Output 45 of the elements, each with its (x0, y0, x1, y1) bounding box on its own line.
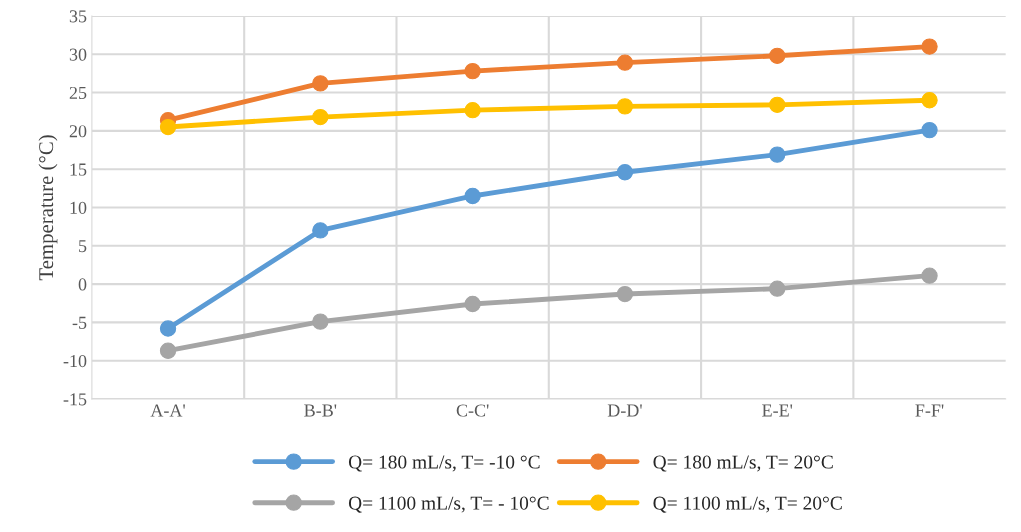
x-tick-label: E-E' (762, 404, 793, 417)
point (921, 267, 938, 284)
point (464, 62, 481, 80)
point (616, 285, 634, 303)
x-tick-label: A-A' (150, 404, 185, 417)
point (769, 146, 786, 163)
y-tick-label: 30 (69, 48, 87, 61)
y-axis-title: Temperature (°C) (38, 135, 58, 281)
point (921, 92, 938, 109)
y-tick-label: -15 (63, 393, 87, 406)
y-tick-label: 20 (69, 125, 87, 138)
point (464, 187, 481, 205)
x-tick-label: D-D' (607, 404, 642, 417)
point (616, 54, 634, 71)
point (769, 280, 786, 297)
point (312, 313, 329, 330)
legend-label: Q= 1100 mL/s, T= - 10°C (348, 496, 549, 513)
point (159, 118, 177, 136)
y-tick-label: 0 (78, 278, 87, 291)
y-tick-label: 5 (79, 240, 87, 253)
point (616, 98, 634, 115)
x-tick-label: F-F' (915, 404, 944, 417)
point (769, 96, 786, 113)
x-tick-label: C-C' (456, 404, 489, 417)
point (159, 320, 177, 337)
point (159, 342, 177, 359)
x-tick-label: B-B' (304, 404, 337, 417)
point (312, 222, 329, 239)
point (312, 75, 329, 92)
y-tick-label: -5 (72, 316, 87, 329)
point (921, 121, 938, 139)
point (769, 47, 786, 64)
point (464, 295, 481, 313)
y-tick-label: 15 (70, 163, 87, 176)
point (312, 108, 329, 126)
y-tick-label: 10 (70, 201, 87, 214)
point (616, 164, 634, 181)
legend-label: Q= 1100 mL/s, T= 20°C (653, 496, 842, 513)
legend-label: Q= 180 mL/s, T= -10 °C (348, 455, 540, 472)
y-tick-label: -10 (63, 354, 87, 368)
point (921, 38, 938, 55)
y-tick-label: 25 (69, 86, 87, 100)
point (464, 102, 481, 119)
y-tick-label: 35 (69, 10, 87, 23)
legend-label: Q= 180 mL/s, T= 20°C (653, 455, 833, 472)
